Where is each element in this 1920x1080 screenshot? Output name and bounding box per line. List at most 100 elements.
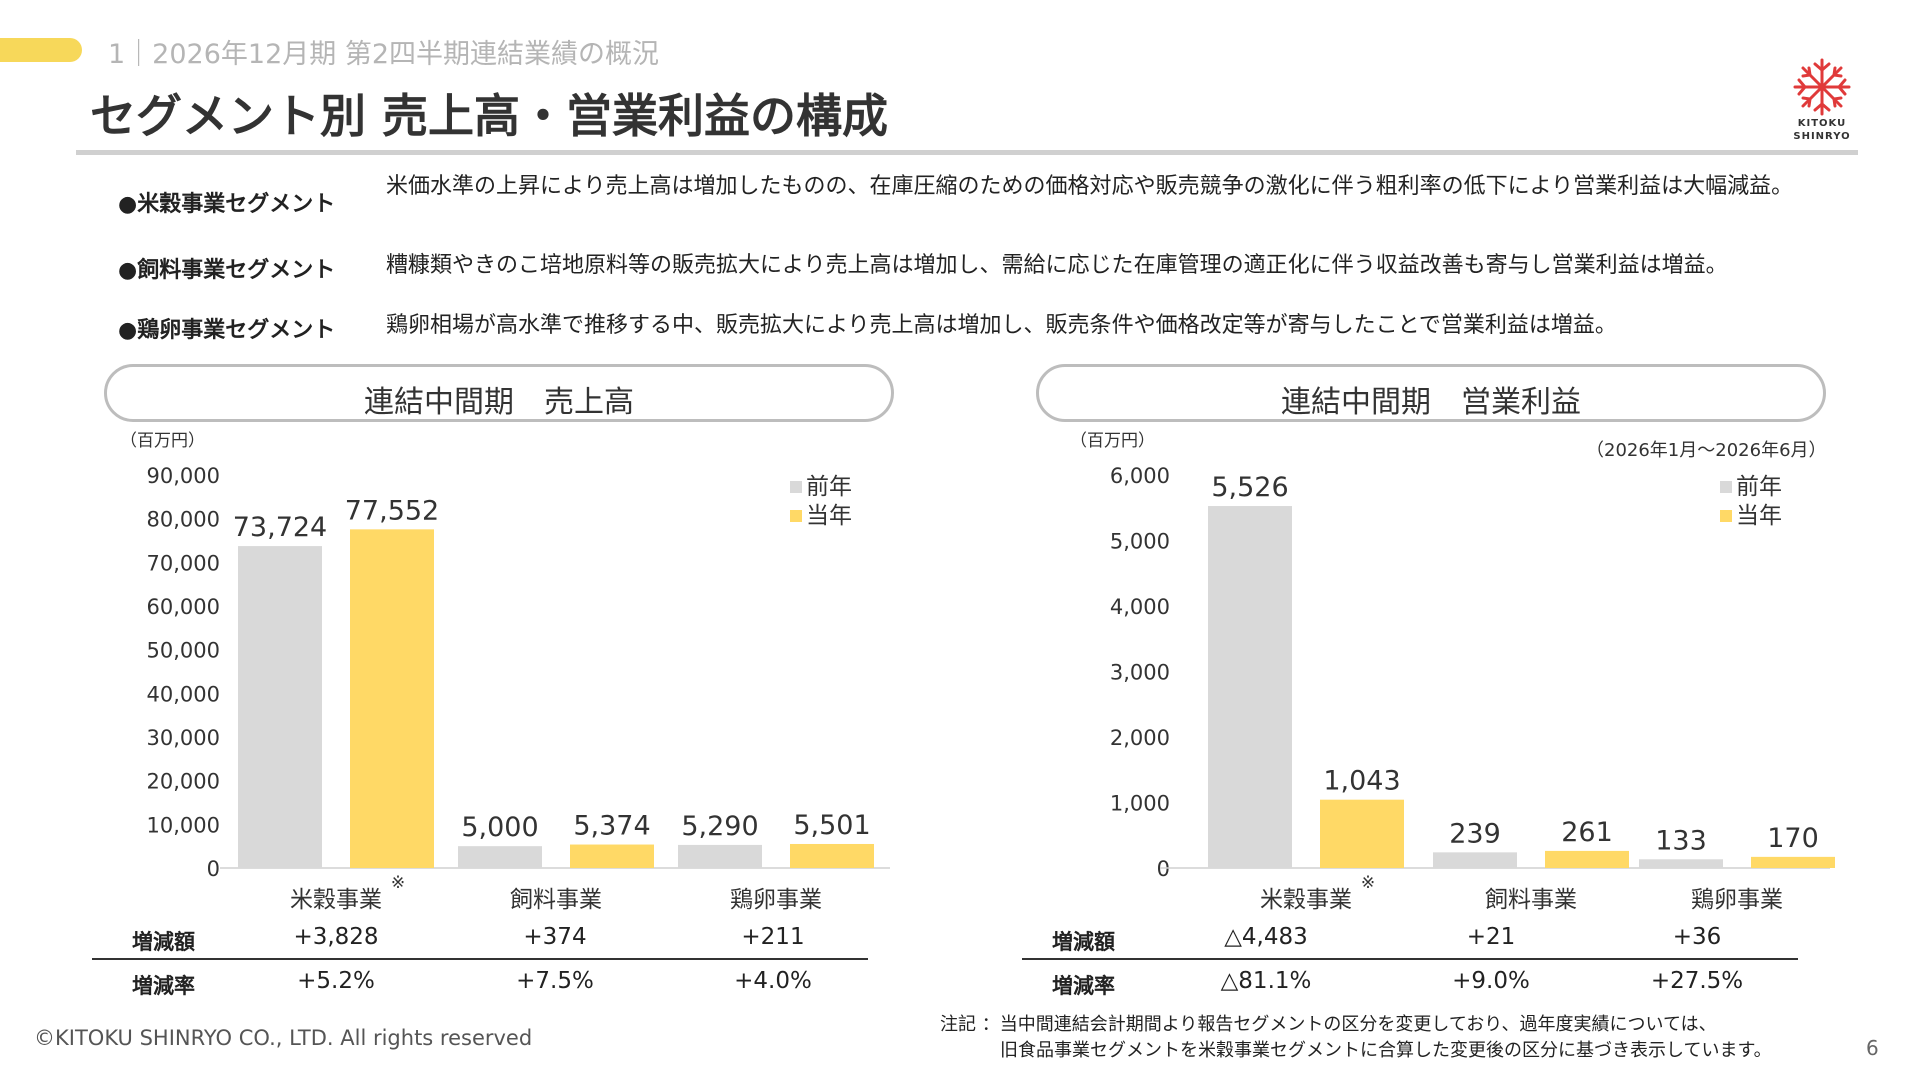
sales-ytick-label: 80,000 xyxy=(147,508,220,532)
profit-change-amount-feed: +21 xyxy=(1466,924,1516,950)
sales-legend-swatch xyxy=(790,481,802,493)
profit-legend-label: 当年 xyxy=(1736,503,1782,529)
sales-ytick-label: 40,000 xyxy=(147,682,220,706)
sales-bar-prev xyxy=(458,846,542,868)
profit-chart-title: 連結中間期 営業利益 xyxy=(1281,385,1581,420)
sales-ytick-label: 90,000 xyxy=(147,464,220,488)
sales-legend-swatch xyxy=(790,510,802,522)
profit-bar-prev xyxy=(1639,859,1723,868)
bullet-text-rice: 米価水準の上昇により売上高は増加したものの、在庫圧縮のための価格対応や販売競争の… xyxy=(386,174,1794,199)
logo-text-line2: SHINRYO xyxy=(1793,131,1851,142)
profit-data-label: 1,043 xyxy=(1323,766,1400,797)
sales-data-label: 5,000 xyxy=(461,812,538,843)
sales-bar-prev xyxy=(238,546,322,868)
section-label: 1｜2026年12月期 第2四半期連結業績の概況 xyxy=(108,39,660,70)
header-accent-bar xyxy=(0,38,82,62)
bullet-label-rice: ●米穀事業セグメント xyxy=(118,192,336,217)
company-logo: KITOKU SHINRYO xyxy=(1786,56,1858,146)
sales-ytick-label: 50,000 xyxy=(147,639,220,663)
sales-bar-curr xyxy=(350,529,434,868)
profit-data-label: 261 xyxy=(1561,817,1613,848)
profit-bar-curr xyxy=(1751,856,1835,868)
bullet-text-egg: 鶏卵相場が高水準で推移する中、販売拡大により売上高は増加し、販売条件や価格改定等… xyxy=(386,313,1617,338)
page-title: セグメント別 売上高・営業利益の構成 xyxy=(90,89,889,143)
sales-change-amount-feed: +374 xyxy=(523,924,587,950)
sales-data-label: 5,374 xyxy=(573,811,650,842)
sales-change-rate-egg: +4.0% xyxy=(734,968,812,994)
sales-category-label: 飼料事業 xyxy=(510,887,602,913)
footnote-line2: 旧食品事業セグメントを米穀事業セグメントに合算した変更後の区分に基づき表示してい… xyxy=(1000,1040,1772,1061)
bullet-label-egg: ●鶏卵事業セグメント xyxy=(118,318,336,343)
profit-change-rate-feed: +9.0% xyxy=(1452,968,1530,994)
profit-ytick-label: 0 xyxy=(1157,857,1170,881)
logo-text-line1: KITOKU xyxy=(1797,118,1847,129)
profit-category-footnote-mark: ※ xyxy=(1361,873,1375,893)
profit-category-label: 米穀事業 xyxy=(1260,887,1352,913)
profit-category-label: 飼料事業 xyxy=(1485,887,1577,913)
sales-legend-label: 前年 xyxy=(806,474,852,500)
sales-data-label: 73,724 xyxy=(233,512,327,543)
profit-ytick-label: 4,000 xyxy=(1110,595,1170,619)
bullet-label-feed: ●飼料事業セグメント xyxy=(118,258,336,283)
profit-bar-prev xyxy=(1208,506,1292,868)
profit-bar-curr xyxy=(1320,799,1404,868)
profit-legend-swatch xyxy=(1720,481,1732,493)
logo-snowflake-icon xyxy=(1793,58,1851,116)
sales-ytick-label: 70,000 xyxy=(147,551,220,575)
profit-ytick-label: 3,000 xyxy=(1110,661,1170,685)
sales-bar-prev xyxy=(678,844,762,868)
sales-ytick-label: 30,000 xyxy=(147,726,220,750)
profit-data-label: 133 xyxy=(1655,825,1707,856)
period-note: （2026年1月～2026年6月） xyxy=(1586,440,1827,461)
profit-change-rate-egg: +27.5% xyxy=(1650,968,1744,994)
sales-category-label: 鶏卵事業 xyxy=(730,887,822,913)
profit-ytick-label: 2,000 xyxy=(1110,726,1170,750)
profit-ytick-label: 1,000 xyxy=(1110,792,1170,816)
profit-bar-chart: （百万円） 0 1,000 2,000 3,000 4,000 5,000 6,000 5,52… xyxy=(1070,431,1835,913)
sales-category-footnote-mark: ※ xyxy=(391,873,405,893)
profit-change-amount-egg: +36 xyxy=(1672,924,1722,950)
profit-bar-curr xyxy=(1545,850,1629,868)
sales-change-amount-rice: +3,828 xyxy=(293,924,379,950)
sales-bar-curr xyxy=(790,843,874,868)
profit-change-rate-rice: △81.1% xyxy=(1220,968,1312,994)
sales-data-label: 77,552 xyxy=(345,495,439,526)
sales-bar-curr xyxy=(570,844,654,868)
profit-data-label: 5,526 xyxy=(1211,472,1288,503)
profit-data-label: 239 xyxy=(1449,818,1501,849)
footnote: 注記 ：当中間連結会計期間より報告セグメントの区分を変更しており、過年度実績につ… xyxy=(940,1012,1772,1064)
bullet-text-feed: 糟糠類やきのこ培地原料等の販売拡大により売上高は増加し、需給に応じた在庫管理の適… xyxy=(386,253,1728,278)
profit-ytick-label: 6,000 xyxy=(1110,464,1170,488)
profit-legend-swatch xyxy=(1720,510,1732,522)
profit-data-label: 170 xyxy=(1767,823,1819,854)
sales-ytick-label: 0 xyxy=(207,857,220,881)
sales-change-amount-egg: +211 xyxy=(741,924,805,950)
sales-data-label: 5,501 xyxy=(793,810,870,841)
profit-change-amount-label: 増減額 xyxy=(1052,930,1115,954)
sales-change-rate-feed: +7.5% xyxy=(516,968,594,994)
profit-category-label: 鶏卵事業 xyxy=(1691,887,1783,913)
profit-stats-divider xyxy=(1022,958,1798,960)
sales-ytick-label: 10,000 xyxy=(147,813,220,837)
title-divider xyxy=(76,150,1858,155)
sales-stats-divider xyxy=(92,958,868,960)
sales-unit-label: （百万円） xyxy=(120,431,205,451)
sales-change-rate-rice: +5.2% xyxy=(297,968,375,994)
profit-unit-label: （百万円） xyxy=(1070,431,1155,451)
profit-bar-prev xyxy=(1433,852,1517,868)
footnote-line1: 注記 ：当中間連結会計期間より報告セグメントの区分を変更しており、過年度実績につ… xyxy=(940,1014,1717,1035)
page-number: 6 xyxy=(1866,1036,1879,1060)
sales-change-amount-label: 増減額 xyxy=(132,930,195,954)
sales-chart-title: 連結中間期 売上高 xyxy=(364,385,634,420)
profit-change-amount-rice: △4,483 xyxy=(1224,924,1308,950)
sales-ytick-label: 60,000 xyxy=(147,595,220,619)
sales-ytick-label: 20,000 xyxy=(147,770,220,794)
sales-bar-chart: （百万円） 0 10,000 20,000 30,000 40,000 50,000 60,0… xyxy=(120,431,890,913)
sales-legend-label: 当年 xyxy=(806,503,852,529)
copyright-text: ©KITOKU SHINRYO CO., LTD. All rights res… xyxy=(34,1026,533,1050)
sales-change-rate-label: 増減率 xyxy=(132,974,195,998)
sales-data-label: 5,290 xyxy=(681,811,758,842)
profit-ytick-label: 5,000 xyxy=(1110,530,1170,554)
profit-legend-label: 前年 xyxy=(1736,474,1782,500)
profit-change-rate-label: 増減率 xyxy=(1052,974,1115,998)
